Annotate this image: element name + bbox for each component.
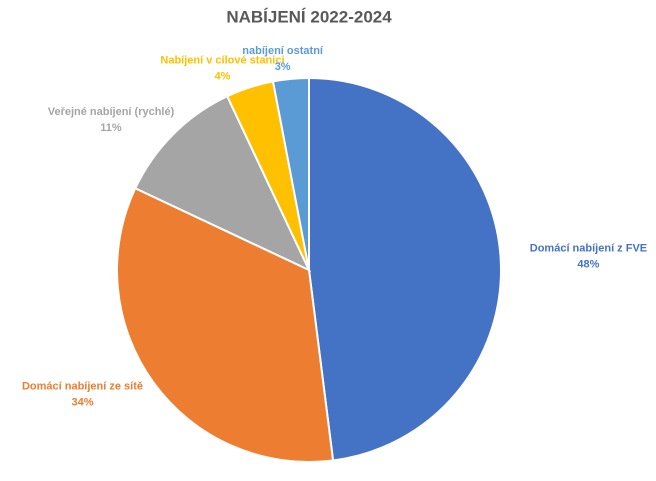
pie-slice: [308, 76, 502, 462]
slice-value-label: 48%: [577, 259, 599, 271]
slice-label: Domácí nabíjení z FVE: [530, 243, 647, 255]
slice-value-label: 3%: [275, 61, 291, 73]
slice-label: nabíjení ostatní: [242, 45, 324, 57]
chart-title: NABÍJENÍ 2022-2024: [226, 7, 392, 26]
slice-value-label: 34%: [71, 397, 93, 409]
pie-slice: [271, 76, 310, 271]
pie-slice: [133, 94, 312, 273]
slice-label: Nabíjení v cílové stanici: [160, 54, 284, 66]
slice-value-label: 11%: [100, 122, 122, 134]
slice-label: Veřejné nabíjení (rychlé): [48, 106, 175, 118]
slice-label: Domácí nabíjení ze sítě: [22, 381, 143, 393]
slice-value-label: 4%: [215, 70, 231, 82]
